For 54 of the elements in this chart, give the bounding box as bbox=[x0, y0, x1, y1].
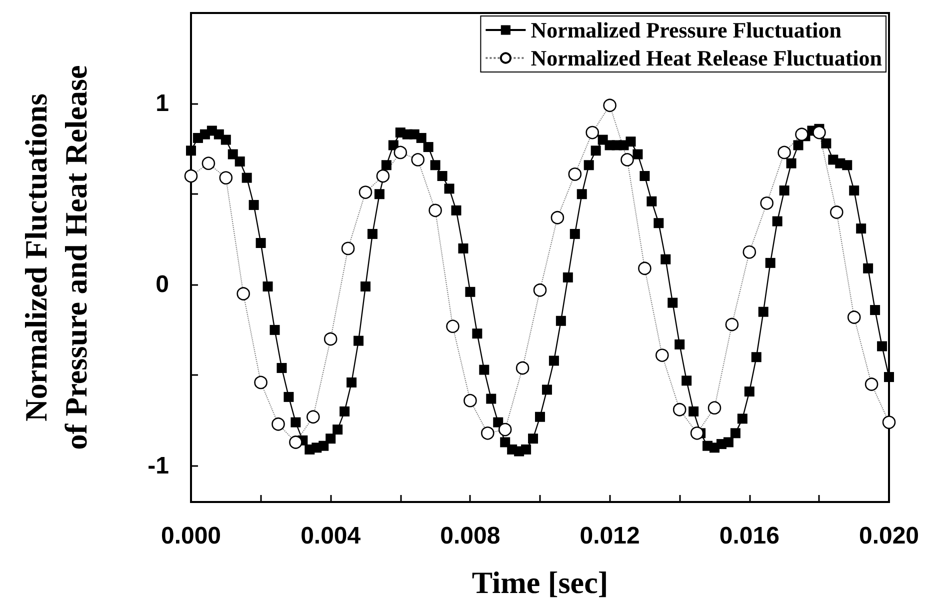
point bbox=[830, 206, 844, 219]
point bbox=[708, 401, 722, 414]
x-tick-label: 0.012 bbox=[580, 522, 640, 550]
point bbox=[289, 436, 302, 449]
point bbox=[586, 126, 599, 140]
point bbox=[778, 146, 791, 160]
x-tick-label: 0.020 bbox=[858, 522, 920, 550]
point bbox=[795, 128, 808, 141]
point bbox=[464, 394, 477, 408]
point bbox=[428, 204, 442, 218]
legend-label: Normalized Heat Release Fluctuation bbox=[530, 46, 882, 70]
point bbox=[550, 211, 564, 224]
y-axis-title: Normalized Fluctuations of Pressure and Heat Release bbox=[18, 65, 94, 450]
point bbox=[236, 287, 250, 300]
x-tick-label: 0.008 bbox=[440, 522, 500, 550]
point bbox=[446, 320, 460, 333]
point bbox=[202, 156, 216, 170]
point bbox=[603, 98, 616, 112]
x-tick-label: 0.016 bbox=[719, 522, 780, 550]
point bbox=[358, 186, 372, 199]
point bbox=[656, 348, 669, 362]
point bbox=[568, 168, 582, 181]
point bbox=[306, 410, 320, 424]
point bbox=[533, 283, 547, 297]
point bbox=[760, 196, 774, 210]
point bbox=[882, 416, 896, 429]
point bbox=[864, 378, 878, 391]
point bbox=[620, 153, 634, 166]
point bbox=[847, 310, 861, 324]
point bbox=[324, 332, 338, 346]
point bbox=[254, 376, 268, 390]
point bbox=[725, 318, 739, 332]
point bbox=[394, 146, 408, 160]
point bbox=[812, 126, 826, 140]
x-tick-label: 0.004 bbox=[300, 522, 362, 550]
point bbox=[341, 242, 355, 256]
point bbox=[219, 171, 233, 184]
legend-label: Normalized Pressure Fluctuation bbox=[530, 18, 842, 42]
point bbox=[742, 245, 756, 259]
y-tick-label: -1 bbox=[148, 452, 169, 480]
point bbox=[376, 169, 390, 183]
x-tick-label: 0.000 bbox=[160, 522, 222, 550]
point bbox=[481, 426, 494, 440]
point bbox=[672, 402, 686, 416]
y-tick-label: 1 bbox=[156, 90, 169, 118]
x-axis-title: Time [sec] bbox=[472, 565, 608, 600]
y-tick-label: 0 bbox=[156, 271, 169, 298]
point bbox=[272, 417, 285, 431]
point bbox=[411, 153, 424, 166]
point bbox=[184, 169, 198, 183]
point bbox=[516, 361, 530, 375]
point bbox=[690, 426, 704, 440]
point bbox=[638, 262, 652, 276]
point bbox=[498, 422, 512, 436]
